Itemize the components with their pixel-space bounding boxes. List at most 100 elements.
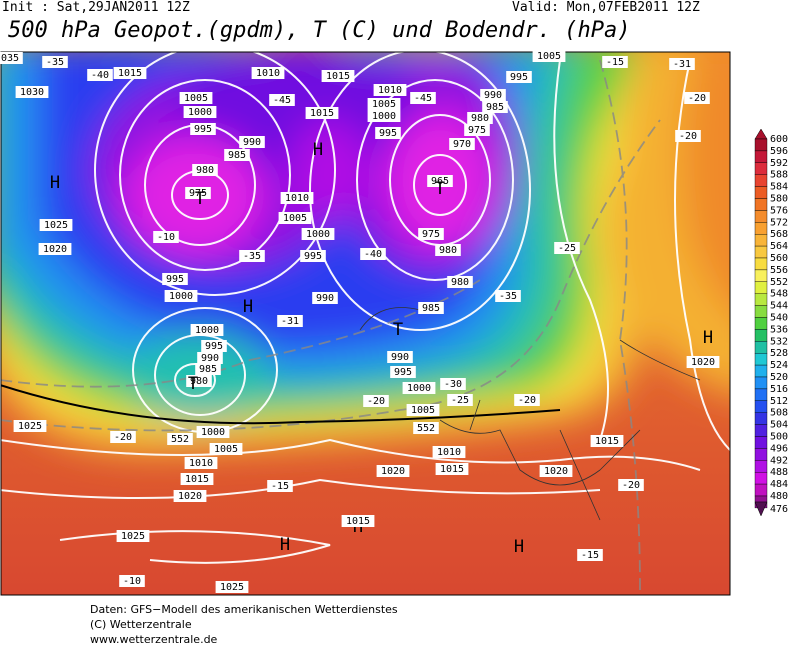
contour-label: -15 [581, 550, 599, 561]
label-box [449, 138, 475, 150]
label-box [13, 420, 47, 432]
contour-label: 995 [205, 341, 223, 352]
contour-label: -20 [679, 131, 697, 142]
colorbar-swatch [754, 174, 768, 187]
map-field [1, 52, 730, 595]
colorbar-label: 560 [770, 253, 788, 264]
contour-label: 1025 [220, 582, 244, 593]
contour-label: 980 [196, 165, 214, 176]
colorbar-swatch [754, 400, 768, 413]
colorbar-label: 540 [770, 313, 788, 324]
colorbar-swatch [754, 245, 768, 259]
label-box [684, 92, 710, 104]
label-box [432, 446, 466, 458]
label-box [554, 242, 580, 254]
label-box [464, 124, 490, 136]
label-box [116, 530, 150, 542]
colorbar-label: 548 [770, 289, 788, 300]
contour-label: 995 [166, 274, 184, 285]
contour-label: 1030 [20, 87, 44, 98]
label-box [162, 273, 188, 285]
colorbar-label: 580 [770, 194, 788, 205]
colorbar-label: 552 [770, 277, 788, 288]
contour-label: 552 [171, 434, 189, 445]
contour-label: -25 [558, 243, 576, 254]
label-box [675, 130, 701, 142]
colorbar-label: 600 [770, 134, 788, 145]
contour-label: 1015 [326, 71, 350, 82]
label-box [467, 112, 493, 124]
label-box [186, 375, 212, 387]
colorbar-swatch [754, 460, 768, 473]
label-box [201, 340, 227, 352]
label-box [0, 52, 23, 64]
label-box [277, 315, 303, 327]
contour-label: -40 [364, 249, 382, 260]
label-box [239, 136, 265, 148]
colorbar-swatch [754, 162, 768, 175]
contour-label: -25 [451, 395, 469, 406]
colorbar-label: 492 [770, 455, 788, 466]
label-box [341, 515, 375, 527]
label-box [373, 84, 407, 96]
label-box [110, 431, 136, 443]
contour-label: 1020 [178, 491, 202, 502]
colorbar-label: 524 [770, 360, 788, 371]
colorbar-swatch [754, 222, 768, 235]
label-box [305, 107, 339, 119]
pressure-center: T [188, 374, 198, 394]
contour-label: 1010 [437, 447, 461, 458]
colorbar-swatch [754, 293, 768, 306]
contour-label: 1005 [537, 51, 561, 62]
label-box [387, 351, 413, 363]
contour-label: 1015 [185, 474, 209, 485]
label-box [196, 426, 230, 438]
label-box [514, 394, 540, 406]
map-title: 500 hPa Geopot.(gpdm), T (C) und Bodendr… [8, 18, 631, 43]
label-box [301, 228, 335, 240]
colorbar-swatch [754, 198, 768, 211]
label-box [15, 86, 49, 98]
contour-label: 995 [394, 367, 412, 378]
label-box [618, 479, 644, 491]
contour-label: 1000 [169, 291, 193, 302]
contour-label: -31 [673, 59, 691, 70]
contour-label: 1020 [691, 357, 715, 368]
contour-label: 990 [391, 352, 409, 363]
pressure-center: T [195, 189, 205, 209]
label-box [87, 69, 113, 81]
label-box [190, 324, 224, 336]
pressure-center: T [393, 320, 403, 340]
footer-url: www.wetterzentrale.de [90, 633, 218, 646]
label-box [418, 228, 444, 240]
colorbar-swatch [754, 269, 768, 282]
label-box [153, 231, 179, 243]
colorbar-label: 528 [770, 348, 788, 359]
contour-label: -40 [91, 70, 109, 81]
label-box [447, 394, 473, 406]
label-box [482, 101, 508, 113]
label-box [390, 366, 416, 378]
colorbar-swatch [754, 186, 768, 199]
contour-label: 1000 [372, 111, 396, 122]
contour-label: 1010 [378, 85, 402, 96]
contour-label: -45 [414, 93, 432, 104]
colorbar-label: 504 [770, 420, 788, 431]
contour-label: -35 [243, 251, 261, 262]
contour-label: 995 [510, 72, 528, 83]
label-box [251, 67, 285, 79]
contour-label: 965 [431, 176, 449, 187]
label-box [375, 127, 401, 139]
contour-label: 980 [451, 277, 469, 288]
footer-source: Daten: GFS−Modell des amerikanischen Wet… [90, 603, 398, 616]
pressure-center: H [243, 297, 253, 317]
colorbar-label: 572 [770, 217, 788, 228]
label-box [267, 480, 293, 492]
pressure-center: H [313, 140, 323, 160]
colorbar-label: 556 [770, 265, 788, 276]
colorbar-label: 496 [770, 443, 788, 454]
colorbar-swatch [754, 376, 768, 390]
label-box [179, 92, 213, 104]
contour-label: 035 [1, 53, 19, 64]
